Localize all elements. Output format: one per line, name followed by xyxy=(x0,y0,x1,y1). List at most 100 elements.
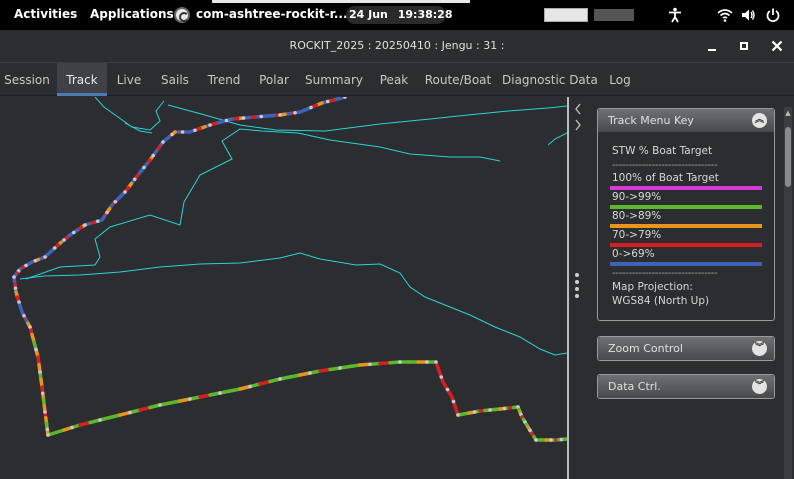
collapse-up-icon[interactable]: ︽ xyxy=(752,113,767,128)
coastline-segment xyxy=(124,122,153,134)
panel-splitter[interactable] xyxy=(567,97,586,479)
tab-log[interactable]: Log xyxy=(609,73,631,87)
tray-indicator[interactable] xyxy=(594,9,634,21)
clock-date: 24 Jun xyxy=(349,8,388,21)
track-point xyxy=(193,128,197,133)
tab-polar[interactable]: Polar xyxy=(259,73,289,87)
tab-bar: Session Track Live Sails Trend Polar Sum… xyxy=(0,62,794,96)
track-point xyxy=(534,438,538,442)
tray-input-box[interactable] xyxy=(544,8,588,22)
maximize-button[interactable] xyxy=(735,38,753,54)
tab-sails[interactable]: Sails xyxy=(161,73,189,87)
collapse-left-icon[interactable] xyxy=(573,103,583,115)
tab-trend[interactable]: Trend xyxy=(207,73,241,87)
track-point xyxy=(368,362,372,367)
track-point xyxy=(208,123,212,127)
panel-scrollbar[interactable] xyxy=(784,107,792,479)
right-panel: ▲ Track Menu Key ︽ STW % Boat Target ---… xyxy=(586,97,794,479)
track-point xyxy=(45,427,50,432)
track-point xyxy=(83,223,87,227)
key-swatch-80-89 xyxy=(610,224,762,228)
track-map-canvas[interactable] xyxy=(0,97,567,479)
track-point xyxy=(502,406,507,411)
data-ctrl-header[interactable]: Data Ctrl. ︾ xyxy=(598,375,774,398)
track-point xyxy=(451,399,456,404)
tab-session[interactable]: Session xyxy=(4,73,50,87)
track-point xyxy=(105,210,109,215)
track-point xyxy=(28,325,32,329)
focused-app-name[interactable]: com-ashtree-rockit-r... xyxy=(196,7,348,21)
tab-track[interactable]: Track xyxy=(57,63,107,96)
scroll-up-icon[interactable]: ▲ xyxy=(785,109,791,117)
volume-icon[interactable] xyxy=(740,7,756,23)
track-point xyxy=(338,366,342,370)
tab-live[interactable]: Live xyxy=(116,73,142,87)
activities-button[interactable]: Activities xyxy=(14,7,78,21)
key-heading: STW % Boat Target xyxy=(612,145,713,157)
key-dashes-bottom: -------------------------------- xyxy=(612,267,718,279)
track-point xyxy=(13,286,18,291)
track-point xyxy=(278,377,282,381)
key-label-80-89: 80->89% xyxy=(612,210,662,222)
coastline-segment xyxy=(547,132,567,146)
track-menu-key-panel: Track Menu Key ︽ STW % Boat Target -----… xyxy=(597,108,775,321)
track-point xyxy=(343,97,347,99)
accessibility-icon[interactable] xyxy=(667,7,683,23)
track-point xyxy=(46,433,50,437)
data-ctrl-title: Data Ctrl. xyxy=(608,380,661,393)
track-point xyxy=(113,199,118,204)
coastline-segment xyxy=(25,128,501,280)
track-point xyxy=(559,437,564,442)
track-point xyxy=(278,113,282,117)
loading-indicator xyxy=(212,0,470,3)
coastline xyxy=(19,97,567,356)
track-point xyxy=(456,413,460,417)
clock[interactable]: 24 Jun 19:38:28 xyxy=(346,6,452,24)
minimize-button[interactable] xyxy=(703,38,721,54)
track-point xyxy=(70,425,74,430)
splitter-grip-icon[interactable] xyxy=(575,273,579,303)
zoom-control-header[interactable]: Zoom Control ︾ xyxy=(598,337,774,360)
track-menu-key-header[interactable]: Track Menu Key ︽ xyxy=(598,109,774,132)
boat-track xyxy=(12,97,567,442)
track-point xyxy=(528,428,532,433)
expand-down-icon[interactable]: ︾ xyxy=(752,379,767,394)
wifi-icon[interactable] xyxy=(717,7,733,23)
expand-down-icon[interactable]: ︾ xyxy=(752,341,767,356)
tab-route-boat[interactable]: Route/Boat xyxy=(424,73,492,87)
track-point xyxy=(439,375,444,379)
track-point xyxy=(161,140,165,144)
key-label-100: 100% of Boat Target xyxy=(612,172,719,184)
power-icon[interactable] xyxy=(765,7,781,23)
track-point xyxy=(40,391,45,396)
track-point xyxy=(34,347,38,352)
key-label-90-99: 90->99% xyxy=(612,191,662,203)
track-map[interactable] xyxy=(0,97,567,479)
track-point xyxy=(17,300,21,304)
key-swatch-0-69 xyxy=(610,262,762,266)
track-point xyxy=(123,190,127,194)
map-projection-value: WGS84 (North Up) xyxy=(612,295,710,307)
track-point xyxy=(128,410,132,415)
tab-peak[interactable]: Peak xyxy=(379,73,409,87)
clock-time: 19:38:28 xyxy=(397,8,453,21)
track-point xyxy=(259,114,264,119)
coastline-segment xyxy=(94,97,165,131)
zoom-control-panel[interactable]: Zoom Control ︾ xyxy=(597,336,775,361)
tab-summary[interactable]: Summary xyxy=(305,73,363,87)
tab-diagnostic-data[interactable]: Diagnostic Data xyxy=(502,73,598,87)
close-button[interactable] xyxy=(768,38,786,54)
track-point xyxy=(309,105,313,110)
coastline-segment xyxy=(167,104,567,132)
expand-right-icon[interactable] xyxy=(573,119,583,131)
data-ctrl-panel[interactable]: Data Ctrl. ︾ xyxy=(597,374,775,399)
track-point xyxy=(12,275,16,279)
track-menu-key-title: Track Menu Key xyxy=(608,114,694,127)
track-point xyxy=(445,387,450,392)
track-point xyxy=(98,418,102,422)
applications-menu[interactable]: Applications xyxy=(90,7,174,21)
track-point xyxy=(248,384,252,389)
panel-scrollbar-thumb[interactable] xyxy=(785,127,791,187)
window-title: ROCKIT_2025 : 20250410 : Jengu : 31 : xyxy=(289,39,505,52)
track-point xyxy=(142,165,146,170)
